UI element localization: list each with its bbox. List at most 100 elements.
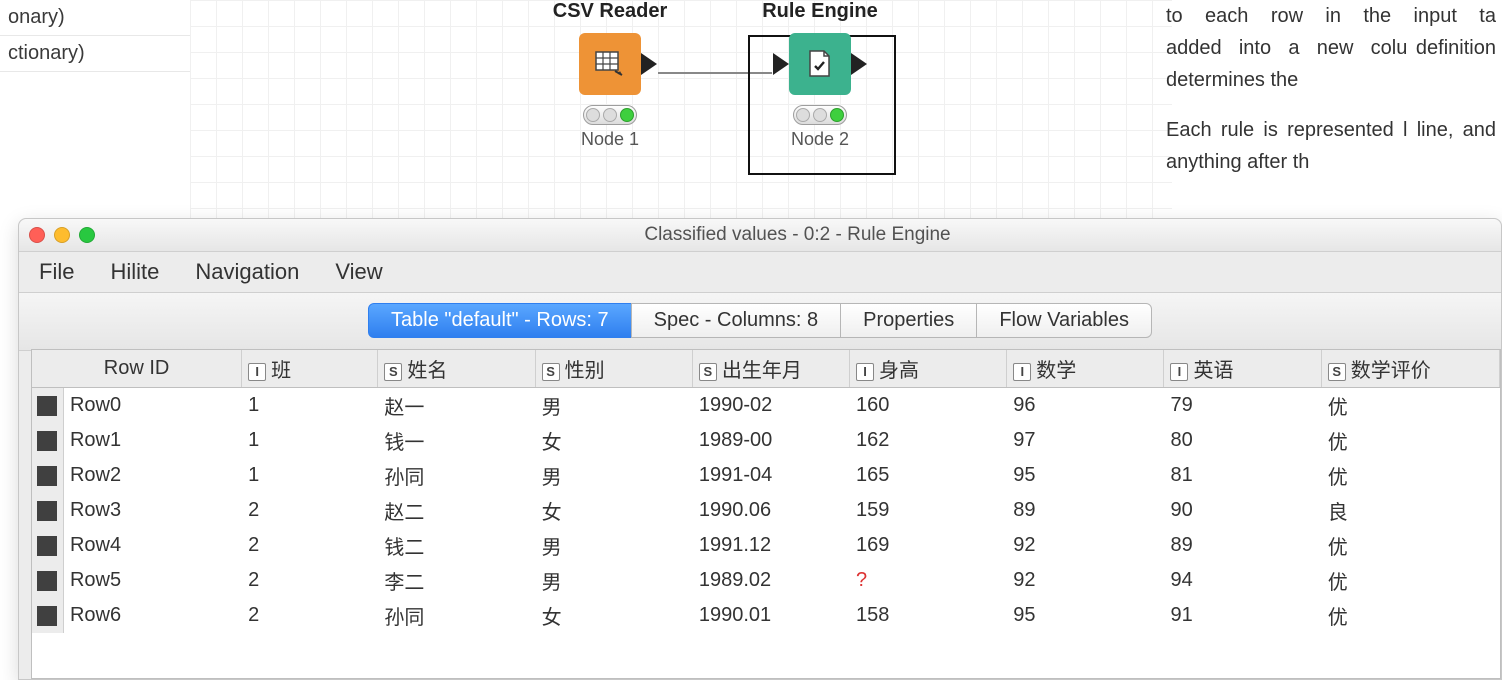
cell: 96 — [1007, 388, 1164, 424]
column-header[interactable]: I数学 — [1007, 350, 1164, 388]
window-title: Classified values - 0:2 - Rule Engine — [104, 224, 1491, 246]
help-paragraph: Each rule is represented l line, and any… — [1166, 114, 1496, 178]
node-title: Rule Engine — [750, 0, 890, 23]
cell: 孙同 — [378, 458, 535, 493]
node-body[interactable] — [789, 33, 851, 95]
cell: 女 — [535, 423, 692, 458]
row-color-marker — [32, 598, 63, 633]
menubar: File Hilite Navigation View — [19, 252, 1501, 293]
cell: 1990.06 — [692, 493, 849, 528]
table-row[interactable]: Row52李二男1989.02?9294优 — [32, 563, 1500, 598]
cell: 优 — [1321, 598, 1499, 633]
row-color-marker — [32, 458, 63, 493]
cell: 2 — [242, 598, 378, 633]
close-icon[interactable] — [29, 227, 45, 243]
cell: 92 — [1007, 563, 1164, 598]
table-row[interactable]: Row01赵一男1990-021609679优 — [32, 388, 1500, 424]
cell: 2 — [242, 493, 378, 528]
cell: 1989.02 — [692, 563, 849, 598]
column-header[interactable]: S出生年月 — [692, 350, 849, 388]
cell: 男 — [535, 563, 692, 598]
row-id: Row1 — [63, 423, 241, 458]
data-table-container: Row IDI班S姓名S性别S出生年月I身高I数学I英语S数学评价 Row01赵… — [31, 349, 1501, 679]
table-row[interactable]: Row11钱一女1989-001629780优 — [32, 423, 1500, 458]
tab-table[interactable]: Table "default" - Rows: 7 — [368, 303, 632, 338]
cell: 95 — [1007, 598, 1164, 633]
cell: 92 — [1007, 528, 1164, 563]
column-header[interactable]: I英语 — [1164, 350, 1321, 388]
cell: 162 — [850, 423, 1007, 458]
column-header[interactable]: S性别 — [535, 350, 692, 388]
menu-navigation[interactable]: Navigation — [195, 259, 299, 285]
node-body[interactable] — [579, 33, 641, 95]
input-port-icon[interactable] — [773, 53, 789, 75]
cell: 男 — [535, 388, 692, 424]
node-title: CSV Reader — [540, 0, 680, 23]
table-icon — [595, 51, 625, 77]
menu-view[interactable]: View — [335, 259, 382, 285]
column-header[interactable]: S数学评价 — [1321, 350, 1499, 388]
cell: 优 — [1321, 423, 1499, 458]
cell: 1 — [242, 388, 378, 424]
cell: 男 — [535, 458, 692, 493]
output-port-icon[interactable] — [851, 53, 867, 75]
palette-item[interactable]: onary) — [0, 0, 190, 36]
node-palette: onary) ctionary) — [0, 0, 191, 160]
row-color-marker — [32, 528, 63, 563]
cell: 97 — [1007, 423, 1164, 458]
description-panel: to each row in the input ta added into a… — [1160, 0, 1502, 220]
palette-item[interactable]: ctionary) — [0, 36, 190, 72]
column-header-rowid[interactable]: Row ID — [32, 350, 242, 388]
cell: 钱一 — [378, 423, 535, 458]
cell: 优 — [1321, 563, 1499, 598]
cell: 90 — [1164, 493, 1321, 528]
row-color-marker — [32, 493, 63, 528]
node-label: Node 1 — [540, 129, 680, 150]
minimize-icon[interactable] — [54, 227, 70, 243]
cell: 1991.12 — [692, 528, 849, 563]
menu-hilite[interactable]: Hilite — [110, 259, 159, 285]
row-id: Row4 — [63, 528, 241, 563]
cell: 1990.01 — [692, 598, 849, 633]
tab-properties[interactable]: Properties — [840, 303, 977, 338]
table-row[interactable]: Row62孙同女1990.011589591优 — [32, 598, 1500, 633]
cell: 1 — [242, 458, 378, 493]
cell: 男 — [535, 528, 692, 563]
column-header[interactable]: S姓名 — [378, 350, 535, 388]
column-header[interactable]: I身高 — [850, 350, 1007, 388]
cell: 159 — [850, 493, 1007, 528]
cell: 李二 — [378, 563, 535, 598]
cell: 孙同 — [378, 598, 535, 633]
zoom-icon[interactable] — [79, 227, 95, 243]
output-port-icon[interactable] — [641, 53, 657, 75]
row-id: Row2 — [63, 458, 241, 493]
cell: 1989-00 — [692, 423, 849, 458]
row-color-marker — [32, 388, 63, 424]
tab-spec[interactable]: Spec - Columns: 8 — [631, 303, 842, 338]
cell: 优 — [1321, 388, 1499, 424]
table-row[interactable]: Row21孙同男1991-041659581优 — [32, 458, 1500, 493]
window-titlebar[interactable]: Classified values - 0:2 - Rule Engine — [19, 219, 1501, 252]
column-header[interactable]: I班 — [242, 350, 378, 388]
workflow-canvas[interactable]: CSV Reader Node 1 — [190, 0, 1172, 220]
table-row[interactable]: Row42钱二男1991.121699289优 — [32, 528, 1500, 563]
cell: 94 — [1164, 563, 1321, 598]
row-color-marker — [32, 423, 63, 458]
table-row[interactable]: Row32赵二女1990.061598990良 — [32, 493, 1500, 528]
workflow-node-csv-reader[interactable]: CSV Reader Node 1 — [540, 0, 680, 150]
cell: 89 — [1007, 493, 1164, 528]
row-id: Row5 — [63, 563, 241, 598]
cell: 1991-04 — [692, 458, 849, 493]
cell: 良 — [1321, 493, 1499, 528]
menu-file[interactable]: File — [39, 259, 74, 285]
cell: 优 — [1321, 458, 1499, 493]
cell: 169 — [850, 528, 1007, 563]
tab-flow-variables[interactable]: Flow Variables — [976, 303, 1152, 338]
workflow-node-rule-engine[interactable]: Rule Engine Node 2 — [750, 0, 890, 150]
cell: ? — [850, 563, 1007, 598]
cell: 160 — [850, 388, 1007, 424]
cell: 1 — [242, 423, 378, 458]
cell: 1990-02 — [692, 388, 849, 424]
node-status-lights — [583, 105, 637, 125]
view-tabs: Table "default" - Rows: 7Spec - Columns:… — [19, 293, 1501, 351]
